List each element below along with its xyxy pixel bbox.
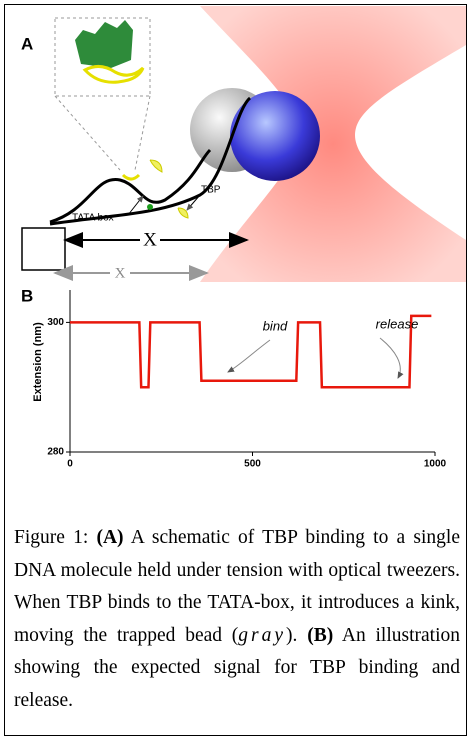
schematic: A TATA box TBP X X xyxy=(21,6,466,282)
tata-label: TATA box xyxy=(72,213,114,224)
caption-text: An illustration showing the expected sig… xyxy=(14,624,461,711)
x-tick-label: 0 xyxy=(67,459,73,470)
annotation-arrow xyxy=(379,337,404,379)
tbp-label: TBP xyxy=(201,185,221,196)
x-tick-label: 1000 xyxy=(424,459,447,470)
tata-arrow xyxy=(127,195,144,216)
laser-beam xyxy=(200,6,466,282)
y-tick-label: 280 xyxy=(47,447,64,458)
inset-line xyxy=(134,95,151,171)
caption: Figure 1: (A) A schematic of TBP binding… xyxy=(14,522,460,718)
inset-box xyxy=(54,17,151,97)
x-gray-label: X xyxy=(115,265,126,281)
annotation-arrow xyxy=(227,339,271,373)
figure-frame xyxy=(4,4,467,736)
caption-text: ). xyxy=(286,624,308,646)
figure: A TATA box TBP X X B Extension (nm) 280 3… xyxy=(21,6,466,470)
caption-text: Figure 1: xyxy=(14,527,97,548)
dna-kinked xyxy=(49,148,212,224)
surface-block xyxy=(21,227,66,271)
y-axis-label: Extension (nm) xyxy=(32,322,44,402)
panel-label: A xyxy=(21,34,33,53)
tbp-arrow xyxy=(186,194,201,211)
trace xyxy=(70,314,432,389)
caption-text: gray xyxy=(238,624,287,646)
caption-text: (A) xyxy=(96,527,124,548)
caption-text: A schematic of TBP binding to a single D… xyxy=(14,527,460,646)
annotation: release xyxy=(376,316,419,331)
y-tick-label: 300 xyxy=(47,317,64,328)
tbp-bound xyxy=(121,173,141,181)
tbp-free xyxy=(149,159,163,173)
caption-text: (B) xyxy=(307,624,334,646)
inset-line xyxy=(54,95,121,171)
protein xyxy=(75,20,133,68)
x-label: X xyxy=(143,229,157,250)
dna-helix xyxy=(82,65,145,84)
panel-label: B xyxy=(21,286,33,305)
x-tick-label: 500 xyxy=(244,459,261,470)
bead xyxy=(230,91,320,181)
tbp-free xyxy=(177,207,189,219)
annotation: bind xyxy=(263,318,288,333)
label-bg xyxy=(140,230,160,250)
